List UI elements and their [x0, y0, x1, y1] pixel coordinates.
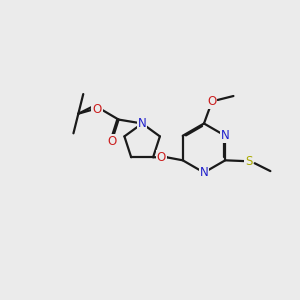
Text: O: O — [92, 103, 102, 116]
Text: O: O — [207, 95, 217, 108]
Text: N: N — [138, 117, 146, 130]
Text: N: N — [200, 166, 208, 179]
Text: N: N — [221, 129, 230, 142]
Text: S: S — [245, 155, 253, 168]
Text: O: O — [107, 135, 116, 148]
Text: O: O — [157, 151, 166, 164]
